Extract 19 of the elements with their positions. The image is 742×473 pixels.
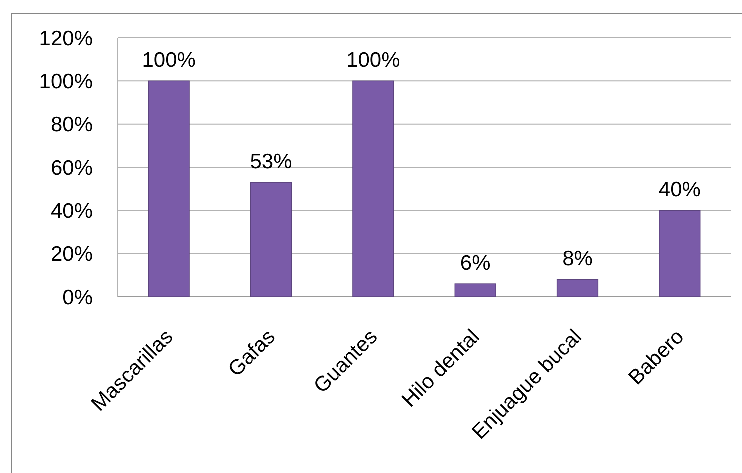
bar — [556, 279, 599, 298]
bar — [148, 80, 190, 298]
bar — [250, 182, 292, 298]
bar — [659, 210, 701, 298]
y-tick-label: 100% — [39, 70, 93, 94]
y-tick-label: 60% — [50, 156, 93, 180]
data-label: 53% — [250, 150, 292, 174]
y-tick-label: 120% — [39, 27, 93, 50]
data-label: 6% — [460, 252, 491, 276]
y-tick-label: 80% — [50, 114, 93, 137]
bar — [454, 284, 496, 298]
data-label: 100% — [346, 49, 400, 72]
data-label: 8% — [562, 248, 593, 271]
data-label: 40% — [658, 178, 701, 202]
y-tick-label: 20% — [50, 243, 93, 266]
y-tick-label: 40% — [50, 200, 93, 224]
data-label: 100% — [142, 49, 196, 72]
bar — [352, 80, 394, 298]
y-tick-label: 0% — [62, 286, 93, 310]
